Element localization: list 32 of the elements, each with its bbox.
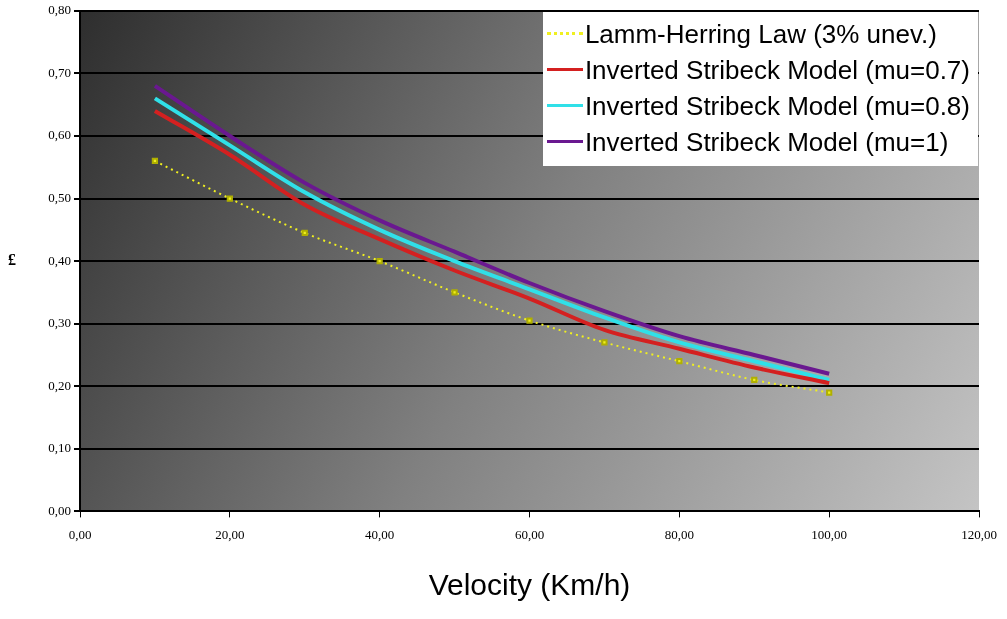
point — [301, 229, 308, 237]
x-tick-label: 120,00 — [961, 526, 997, 542]
y-tick-label: 0,70 — [48, 64, 71, 80]
y-tick-label: 0,40 — [48, 252, 71, 268]
y-tick-label: 0,50 — [48, 189, 71, 205]
x-tick-label: 100,00 — [811, 526, 848, 542]
y-tick-label: 0,00 — [48, 502, 71, 518]
point — [526, 317, 533, 324]
y-tick-label: 0,80 — [48, 2, 71, 18]
point — [751, 376, 758, 384]
x-tick-label: 20,00 — [215, 526, 245, 542]
point — [376, 257, 383, 265]
point — [601, 339, 608, 346]
x-axis-title: Velocity (Km/h) — [428, 568, 631, 602]
point — [151, 157, 159, 165]
legend-label: Inverted Stribeck Model (mu=0.7) — [584, 53, 970, 87]
y-axis-title: £ — [8, 251, 16, 270]
point — [226, 195, 233, 202]
y-tick-label: 0,10 — [48, 440, 71, 456]
legend-label: Lamm-Herring Law (3% unev.) — [584, 17, 937, 51]
y-tick-label: 0,30 — [48, 315, 71, 331]
point — [676, 358, 683, 365]
point — [451, 289, 458, 296]
y-tick-label: 0,60 — [48, 127, 71, 143]
point — [826, 389, 833, 396]
x-tick-label: 40,00 — [365, 526, 395, 542]
x-tick-label: 80,00 — [664, 526, 694, 542]
legend-label: Inverted Stribeck Model (mu=0.8) — [584, 89, 970, 123]
y-tick-label: 0,20 — [48, 377, 71, 393]
x-tick-label: 60,00 — [514, 526, 545, 542]
x-tick-label: 0,00 — [68, 526, 92, 542]
legend-label: Inverted Stribeck Model (mu=1) — [584, 125, 949, 159]
